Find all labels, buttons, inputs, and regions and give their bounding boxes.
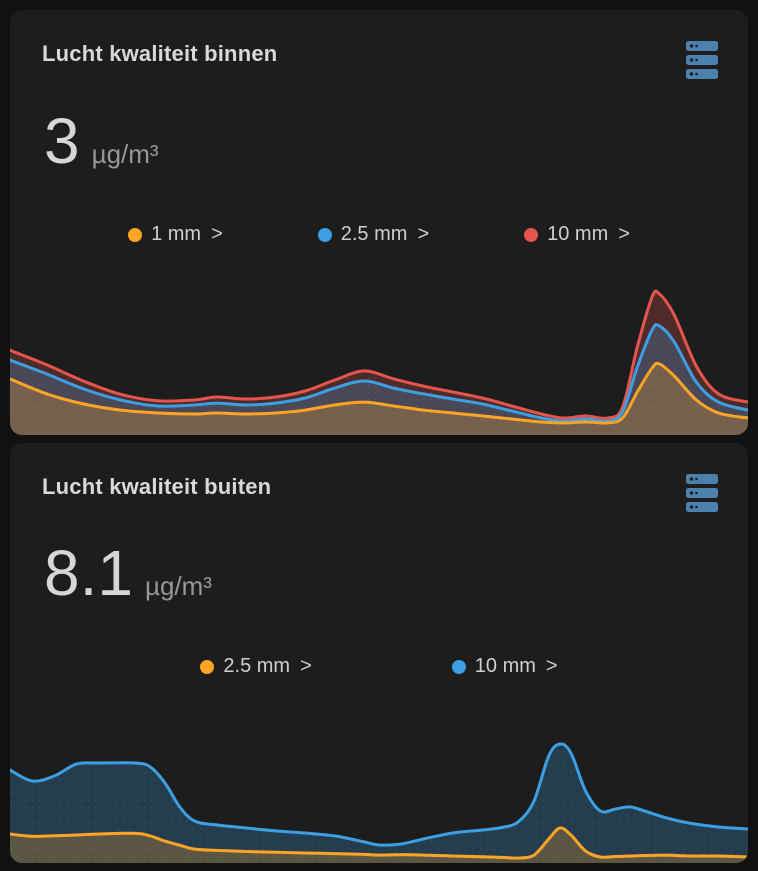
current-value: 3 [44, 105, 80, 177]
server-icon[interactable] [686, 473, 718, 513]
chevron-right-icon: > [211, 223, 223, 245]
legend-label: 1 mm [151, 223, 202, 245]
current-value-row: 3 µg/m³ [44, 105, 159, 177]
legend-label: 10 mm [547, 223, 609, 245]
card-air-quality-outdoor: Lucht kwaliteit buiten 8.1 µg/m³ 2.5 mm … [10, 443, 748, 863]
legend-item-10mm[interactable]: 10 mm > [451, 655, 558, 678]
area-chart-indoor[interactable] [10, 272, 748, 435]
legend-label: 10 mm [474, 655, 536, 677]
legend-item-10mm[interactable]: 10 mm > [524, 223, 630, 246]
legend-dot-orange [200, 659, 215, 674]
chevron-right-icon: > [618, 223, 630, 245]
legend-item-1mm[interactable]: 1 mm > [128, 223, 223, 246]
server-icon[interactable] [686, 40, 718, 80]
legend-item-2-5mm[interactable]: 2.5 mm > [317, 223, 430, 246]
area-chart-outdoor[interactable] [10, 701, 748, 863]
legend-dot-red [524, 227, 539, 242]
chevron-right-icon: > [417, 223, 430, 245]
card-title: Lucht kwaliteit binnen [42, 41, 278, 66]
legend-item-2-5mm[interactable]: 2.5 mm > [200, 655, 312, 678]
legend-row: 2.5 mm > 10 mm > [10, 655, 748, 678]
chevron-right-icon: > [300, 655, 312, 677]
value-unit: µg/m³ [91, 139, 159, 169]
card-header: Lucht kwaliteit binnen [42, 40, 718, 80]
card-title: Lucht kwaliteit buiten [42, 474, 272, 499]
legend-label: 2.5 mm [340, 223, 408, 245]
current-value-row: 8.1 µg/m³ [44, 537, 212, 609]
current-value: 8.1 [44, 537, 133, 609]
card-air-quality-indoor: Lucht kwaliteit binnen 3 µg/m³ 1 mm > 2.… [10, 10, 748, 435]
card-header: Lucht kwaliteit buiten [42, 473, 718, 513]
legend-dot-blue [451, 659, 466, 674]
value-unit: µg/m³ [144, 571, 212, 601]
chevron-right-icon: > [545, 655, 558, 677]
legend-row: 1 mm > 2.5 mm > 10 mm > [10, 223, 748, 246]
legend-label: 2.5 mm [223, 655, 291, 677]
legend-dot-orange [128, 227, 143, 242]
legend-dot-blue [317, 227, 332, 242]
